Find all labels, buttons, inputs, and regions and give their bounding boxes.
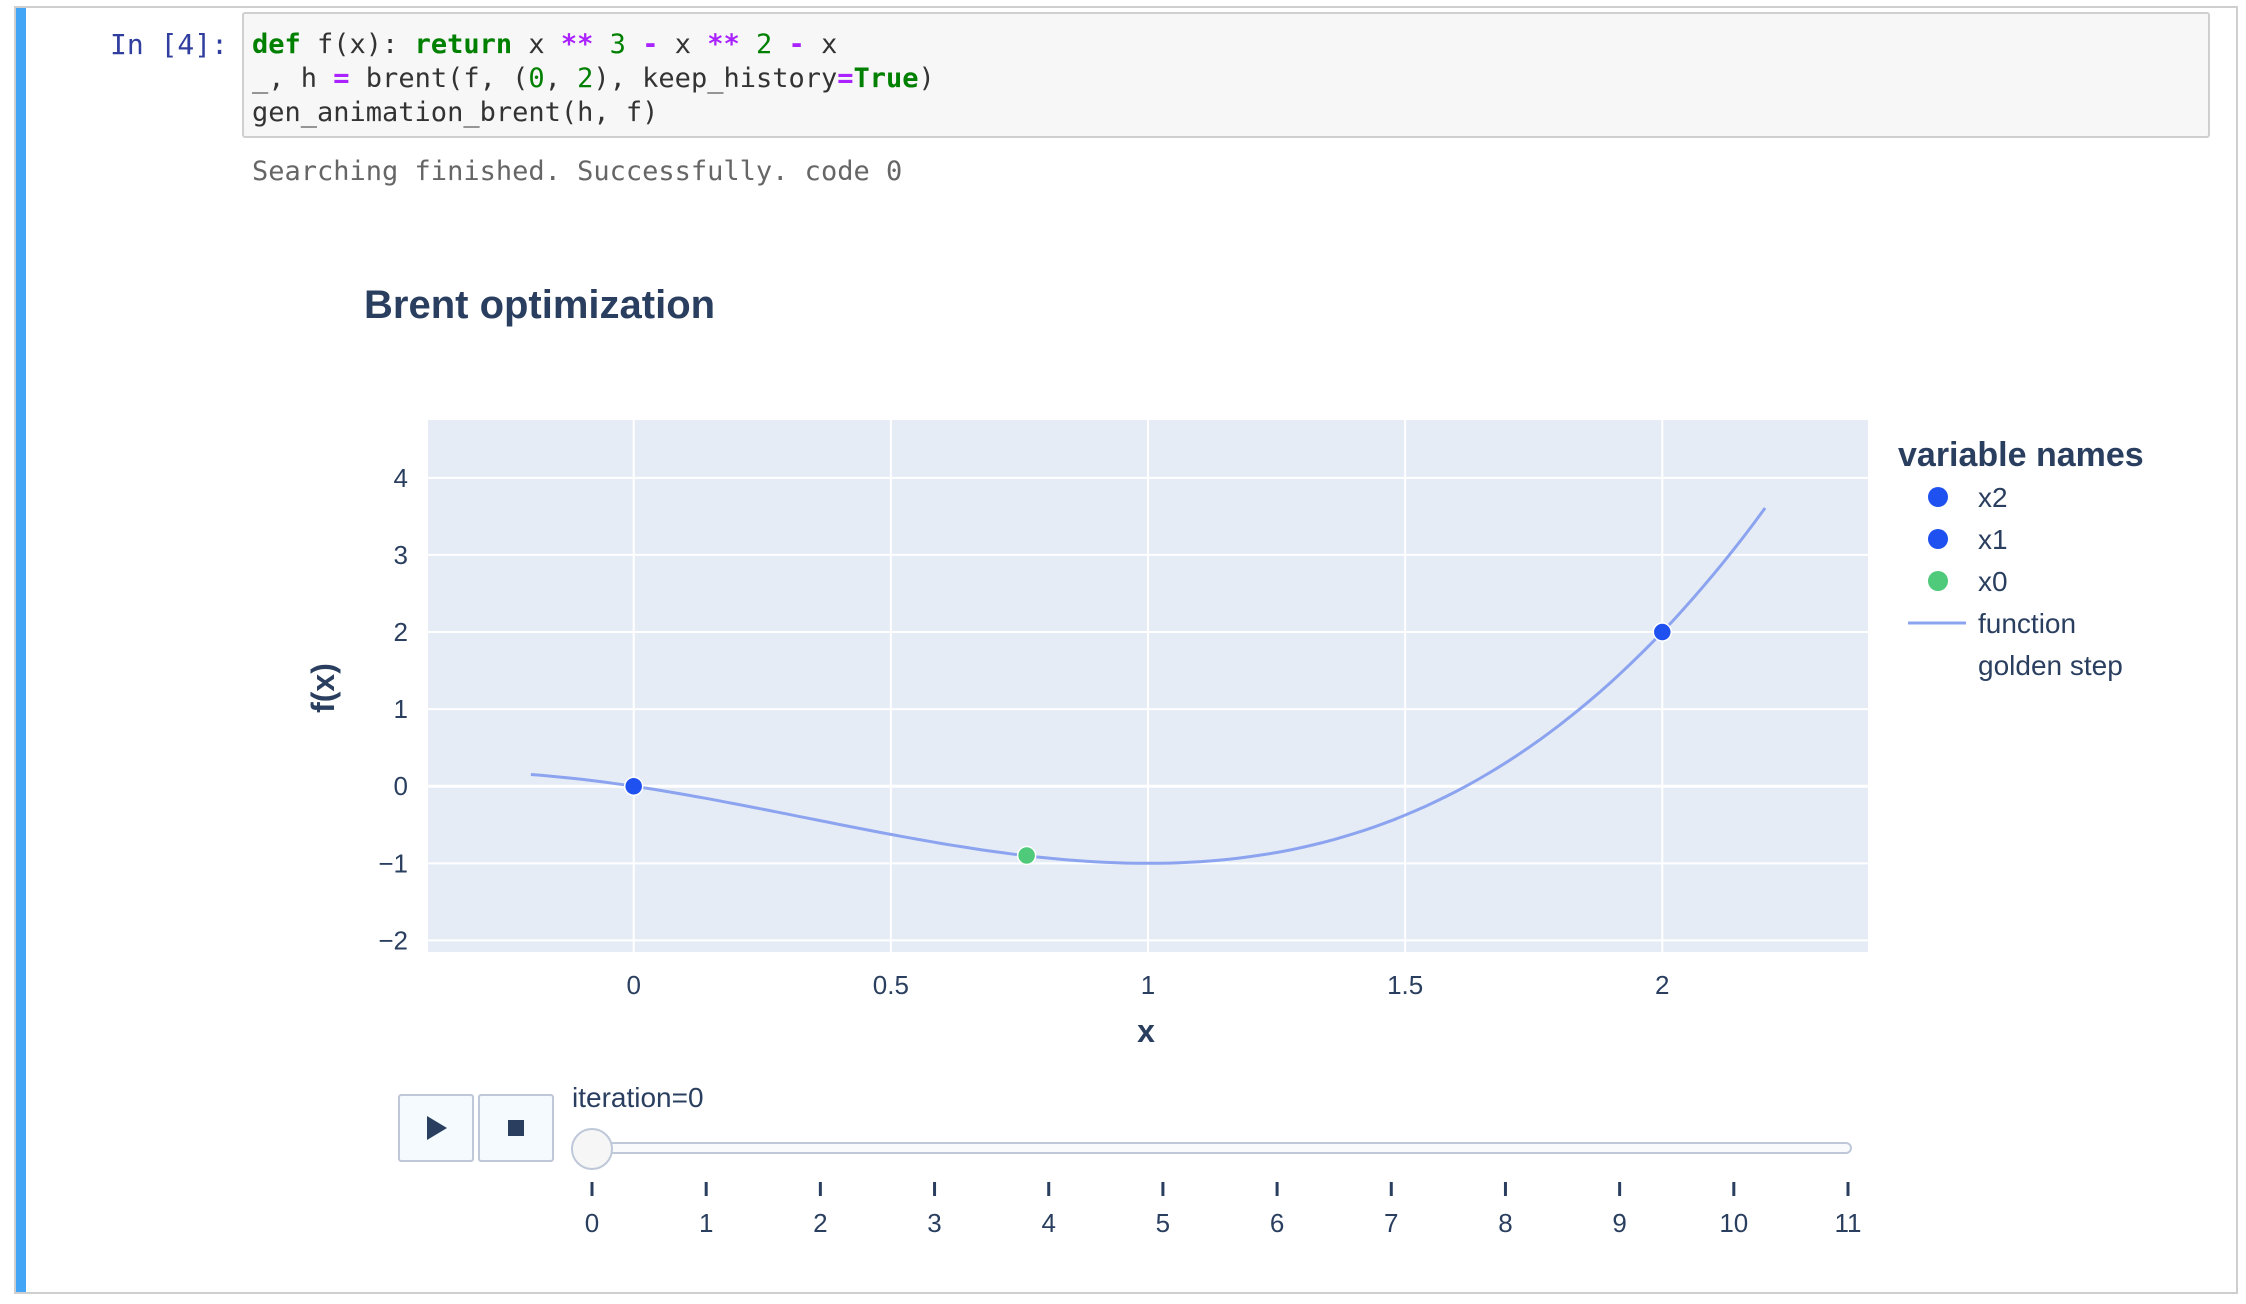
code-line-2: _, h = brent(f, (0, 2), keep_history=Tru…	[252, 63, 935, 94]
y-tick-label: 4	[394, 463, 408, 493]
code-editor[interactable]: def f(x): return x ** 3 - x ** 2 - x _, …	[242, 12, 2210, 138]
cell-output-text: Searching finished. Successfully. code 0	[252, 156, 903, 187]
legend-title: variable names	[1898, 436, 2144, 474]
slider-tick-label: 8	[1498, 1208, 1512, 1238]
y-tick-label: 3	[394, 540, 408, 570]
y-tick-label: 2	[394, 617, 408, 647]
y-tick-label: 0	[394, 771, 408, 801]
marker-x1[interactable]	[623, 776, 644, 796]
slider-tick-label: 0	[585, 1208, 599, 1238]
x-axis-label: x	[1137, 1013, 1155, 1049]
slider-tick-label: 5	[1156, 1208, 1170, 1238]
y-tick-label: 1	[394, 694, 408, 724]
legend-label-x0[interactable]: x0	[1978, 566, 2008, 597]
play-icon	[427, 1116, 447, 1140]
legend-label-golden-step[interactable]: golden step	[1978, 650, 2123, 681]
slider-tick-label: 11	[1835, 1208, 1862, 1238]
legend-marker-x2	[1928, 487, 1948, 507]
input-prompt: In [4]:	[110, 28, 229, 61]
marker-x0[interactable]	[1016, 845, 1037, 866]
code-line-1: def f(x): return x ** 3 - x ** 2 - x	[252, 29, 838, 60]
slider-tick-label: 3	[927, 1208, 941, 1238]
play-button[interactable]	[398, 1094, 474, 1162]
code-line-3: gen_animation_brent(h, f)	[252, 97, 659, 128]
x-tick-label: 0.5	[873, 970, 909, 1000]
slider-tick-label: 1	[699, 1208, 713, 1238]
slider-tick-label: 2	[813, 1208, 827, 1238]
y-tick-label: −2	[378, 925, 408, 955]
slider-ticks: 0 1 2 3 4 5 6 7 8 9 10 11	[585, 1182, 1862, 1238]
chart-title: Brent optimization	[364, 283, 715, 327]
legend: x2 x1 x0 function golden step	[1908, 482, 2123, 681]
legend-label-x1[interactable]: x1	[1978, 524, 2008, 555]
pause-button[interactable]	[478, 1094, 554, 1162]
x-tick-label: 1.5	[1387, 970, 1423, 1000]
slider-current-value: iteration=0	[572, 1082, 704, 1113]
markers	[623, 622, 1673, 866]
legend-marker-x0	[1928, 571, 1948, 591]
slider-tick-label: 4	[1041, 1208, 1055, 1238]
tick-labels: 0 0.5 1 1.5 2 −2 −1 0 1 2 3 4	[378, 463, 1669, 1000]
legend-label-x2[interactable]: x2	[1978, 482, 2008, 513]
slider-tick-label: 9	[1612, 1208, 1626, 1238]
slider-tick-label: 6	[1270, 1208, 1284, 1238]
x-tick-label: 1	[1141, 970, 1155, 1000]
cell-selection-bar	[16, 8, 26, 1292]
y-tick-label: −1	[378, 848, 408, 878]
x-tick-label: 2	[1655, 970, 1669, 1000]
y-axis-label: f(x)	[305, 663, 341, 713]
x-tick-label: 0	[626, 970, 640, 1000]
iteration-slider-track[interactable]	[590, 1142, 1852, 1154]
slider-tick-label: 10	[1719, 1208, 1748, 1238]
slider-tick-label: 7	[1384, 1208, 1398, 1238]
function-line[interactable]	[530, 507, 1767, 865]
stop-icon	[508, 1120, 524, 1136]
legend-label-function[interactable]: function	[1978, 608, 2076, 639]
legend-marker-x1	[1928, 529, 1948, 549]
iteration-slider-handle[interactable]	[571, 1128, 613, 1170]
marker-x2[interactable]	[1652, 622, 1673, 642]
